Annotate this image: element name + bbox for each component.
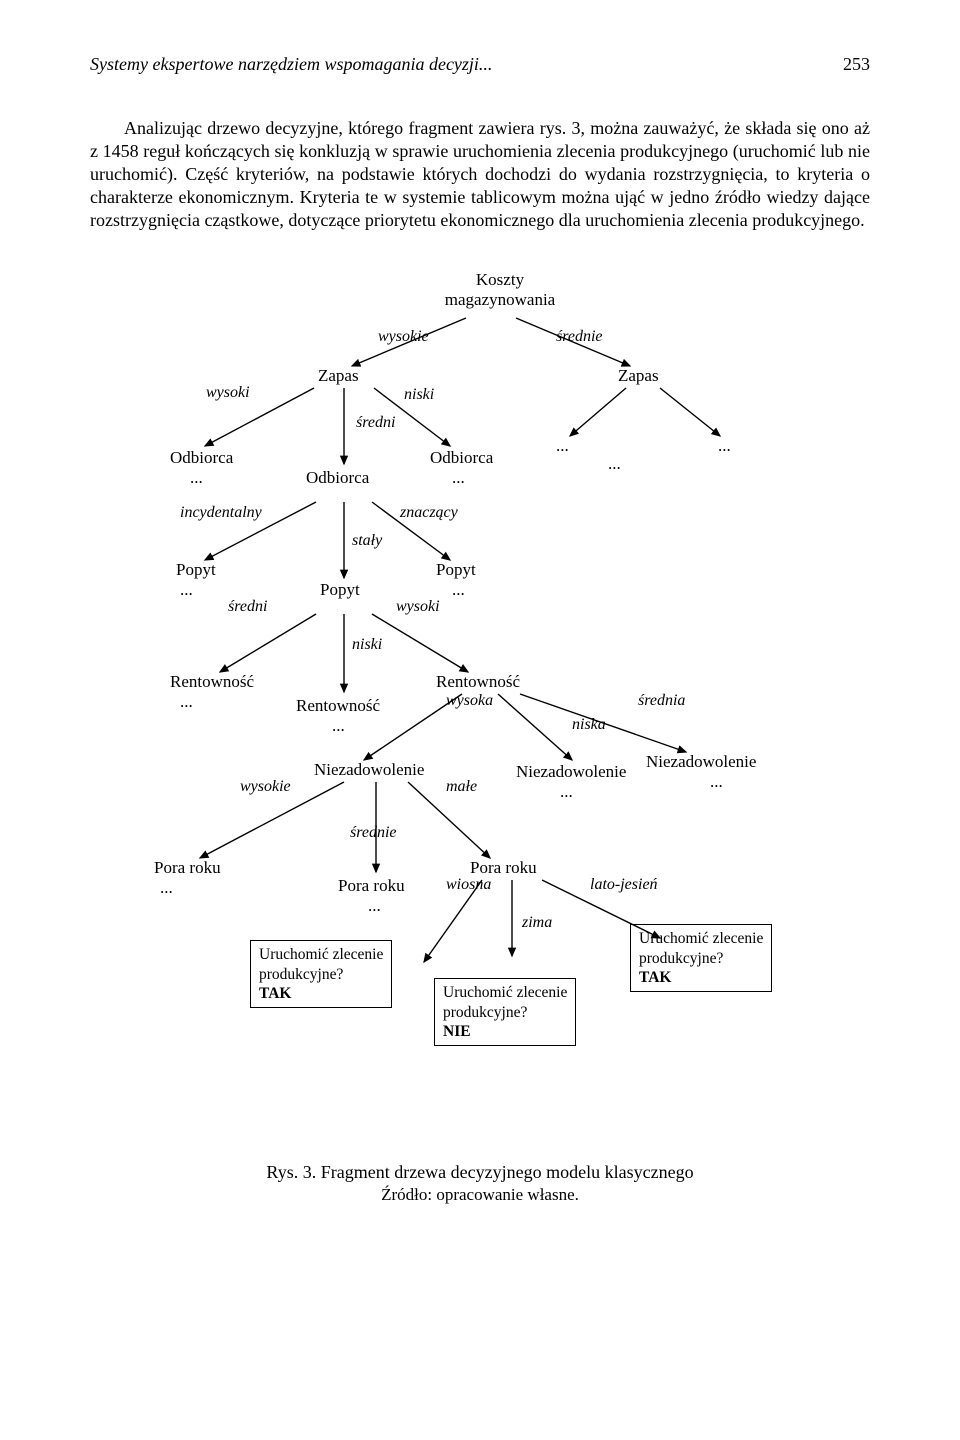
box-l-l3: TAK [259, 985, 291, 1002]
node-pora-r: Pora roku [470, 858, 537, 878]
node-popyt-r: Popyt [436, 560, 476, 580]
result-box-left: Uruchomić zlecenie produkcyjne? TAK [250, 940, 392, 1008]
edge-rent-sr: średnia [638, 692, 685, 710]
node-odbiorca-l: Odbiorca [170, 448, 233, 468]
dots-rent-m: ... [332, 716, 345, 736]
edge-niez-sr: średnie [350, 824, 397, 842]
running-title: Systemy ekspertowe narzędziem wspomagani… [90, 54, 492, 75]
result-box-mid: Uruchomić zlecenie produkcyjne? NIE [434, 978, 576, 1046]
edge-pora-lato: lato-jesień [590, 876, 658, 894]
node-rent-r: Rentowność [436, 672, 520, 692]
dots-rent-l: ... [180, 692, 193, 712]
result-box-right: Uruchomić zlecenie produkcyjne? TAK [630, 924, 772, 992]
koszty-l1: Koszty [476, 270, 524, 289]
edge-koszty-srednie: średnie [556, 328, 603, 346]
edge-rent-wys: wysoka [446, 692, 493, 710]
node-niez-m: Niezadowolenie [516, 762, 626, 782]
box-l-l2: produkcyjne? [259, 966, 343, 983]
box-m-l2: produkcyjne? [443, 1004, 527, 1021]
edge-pop-sredni: średni [228, 598, 267, 616]
figure-caption: Rys. 3. Fragment drzewa decyzyjnego mode… [90, 1162, 870, 1183]
node-niez-r: Niezadowolenie [646, 752, 756, 772]
node-niez-l: Niezadowolenie [314, 760, 424, 780]
edge-niez-male: małe [446, 778, 477, 796]
edge-odb-incyd: incydentalny [180, 504, 262, 522]
node-zapas-1: Zapas [318, 366, 359, 386]
edge-zapas-niski: niski [404, 386, 434, 404]
dots-zapas-r2: ... [718, 436, 731, 456]
node-pora-m: Pora roku [338, 876, 405, 896]
node-pora-l: Pora roku [154, 858, 221, 878]
node-koszty: Koszty magazynowania [440, 270, 560, 309]
dots-pop-l: ... [180, 580, 193, 600]
edge-odb-znacz: znaczący [400, 504, 458, 522]
edge-pora-wiosna: wiosna [446, 876, 491, 894]
dots-pora-l: ... [160, 878, 173, 898]
dots-odb-r: ... [452, 468, 465, 488]
dots-pora-m: ... [368, 896, 381, 916]
node-zapas-2: Zapas [618, 366, 659, 386]
node-rent-m: Rentowność [296, 696, 380, 716]
edge-pop-niski: niski [352, 636, 382, 654]
dots-niez-r: ... [710, 772, 723, 792]
edge-koszty-wysokie: wysokie [378, 328, 429, 346]
dots-zapas-r1: ... [556, 436, 569, 456]
edge-zapas-wysoki: wysoki [206, 384, 250, 402]
box-r-l2: produkcyjne? [639, 950, 723, 967]
node-odbiorca-r: Odbiorca [430, 448, 493, 468]
node-popyt-l: Popyt [176, 560, 216, 580]
dots-niez-m: ... [560, 782, 573, 802]
body-paragraph: Analizując drzewo decyzyjne, którego fra… [90, 117, 870, 232]
figure-subcaption: Źródło: opracowanie własne. [90, 1185, 870, 1205]
edge-pop-wysoki: wysoki [396, 598, 440, 616]
box-l-l1: Uruchomić zlecenie [259, 946, 383, 963]
decision-tree-diagram: Koszty magazynowania wysokie średnie Zap… [100, 268, 860, 1138]
dots-odb-l: ... [190, 468, 203, 488]
edge-pora-zima: zima [522, 914, 552, 932]
koszty-l2: magazynowania [445, 290, 555, 309]
box-m-l1: Uruchomić zlecenie [443, 984, 567, 1001]
box-r-l1: Uruchomić zlecenie [639, 930, 763, 947]
node-popyt-m: Popyt [320, 580, 360, 600]
box-r-l3: TAK [639, 969, 671, 986]
dots-pop-r: ... [452, 580, 465, 600]
edge-zapas-sredni: średni [356, 414, 395, 432]
page-number: 253 [843, 54, 870, 75]
dots-zapas-rmid: ... [608, 454, 621, 474]
box-m-l3: NIE [443, 1023, 471, 1040]
edge-rent-nis: niska [572, 716, 606, 734]
edge-odb-staly: stały [352, 532, 382, 550]
edge-niez-wys: wysokie [240, 778, 291, 796]
node-odbiorca-m: Odbiorca [306, 468, 369, 488]
node-rent-l: Rentowność [170, 672, 254, 692]
